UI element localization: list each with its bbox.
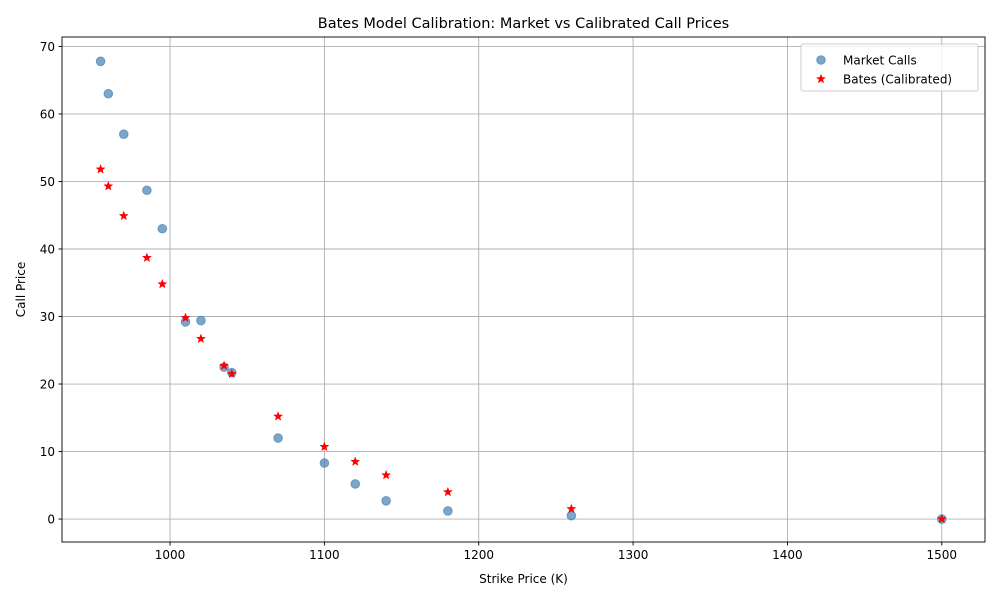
- calibrated-star-point: [381, 469, 392, 480]
- y-tick-label: 70: [40, 40, 55, 54]
- calibrated-star-point: [157, 278, 168, 289]
- legend-label: Bates (Calibrated): [843, 72, 952, 86]
- market-circle-point: [319, 458, 330, 468]
- market-circle-point: [273, 433, 283, 443]
- legend-label: Market Calls: [843, 53, 917, 67]
- y-tick-label: 10: [40, 445, 55, 459]
- y-tick-label: 30: [40, 310, 55, 324]
- axis-ticks: 1000 1100 1200 1300 1400 1500 0 10 20 30 40 50 60 70: [40, 40, 957, 562]
- market-circle-point: [350, 479, 361, 489]
- calibrated-star-point: [195, 333, 206, 344]
- calibrated-star-point: [180, 312, 191, 323]
- calibrated-star-point: [226, 368, 237, 379]
- x-tick-label: 1000: [155, 548, 186, 562]
- calibrated-star-point: [566, 503, 577, 514]
- market-circle-point: [381, 496, 391, 506]
- calibrated-star-point: [218, 360, 230, 371]
- plot-frame: [61, 36, 986, 543]
- x-tick-label: 1100: [309, 548, 340, 562]
- series-circle: [95, 56, 947, 524]
- calibrated-star-point: [319, 441, 330, 452]
- calibrated-star-point: [141, 252, 152, 263]
- y-tick-label: 20: [40, 377, 55, 391]
- x-axis-label: Strike Price (K): [479, 572, 568, 586]
- calibrated-star-point: [936, 513, 947, 524]
- legend-box: [800, 43, 979, 92]
- market-circle-point: [157, 223, 168, 234]
- data-marks: [95, 56, 947, 524]
- legend: Market Calls Bates (Calibrated): [800, 43, 979, 92]
- calibrated-star-point: [442, 486, 453, 497]
- legend-marker: [816, 55, 826, 65]
- y-tick-label: 60: [40, 107, 55, 121]
- x-tick-label: 1500: [927, 548, 958, 562]
- x-tick-label: 1200: [463, 548, 494, 562]
- market-circle-point: [95, 56, 106, 67]
- market-circle-point: [118, 129, 129, 140]
- y-axis-label: Call Price: [14, 262, 28, 318]
- calibrated-star-point: [103, 180, 114, 191]
- market-circle-point: [443, 506, 453, 516]
- calibrated-star-point: [95, 163, 106, 174]
- x-tick-label: 1400: [772, 548, 803, 562]
- calibrated-star-point: [118, 210, 129, 221]
- y-tick-label: 40: [40, 242, 55, 256]
- market-circle-point: [142, 185, 152, 196]
- calibrated-star-point: [273, 411, 284, 421]
- market-circle-point: [566, 510, 577, 521]
- legend-marker: [815, 73, 827, 84]
- x-tick-label: 1300: [618, 548, 649, 562]
- chart-title: Bates Model Calibration: Market vs Calib…: [318, 16, 729, 32]
- y-tick-label: 0: [47, 512, 55, 526]
- market-circle-point: [196, 315, 206, 326]
- calibrated-star-point: [350, 456, 361, 466]
- y-tick-label: 50: [40, 175, 55, 189]
- grid: [62, 37, 985, 542]
- market-circle-point: [103, 88, 114, 99]
- series-star: [95, 163, 947, 524]
